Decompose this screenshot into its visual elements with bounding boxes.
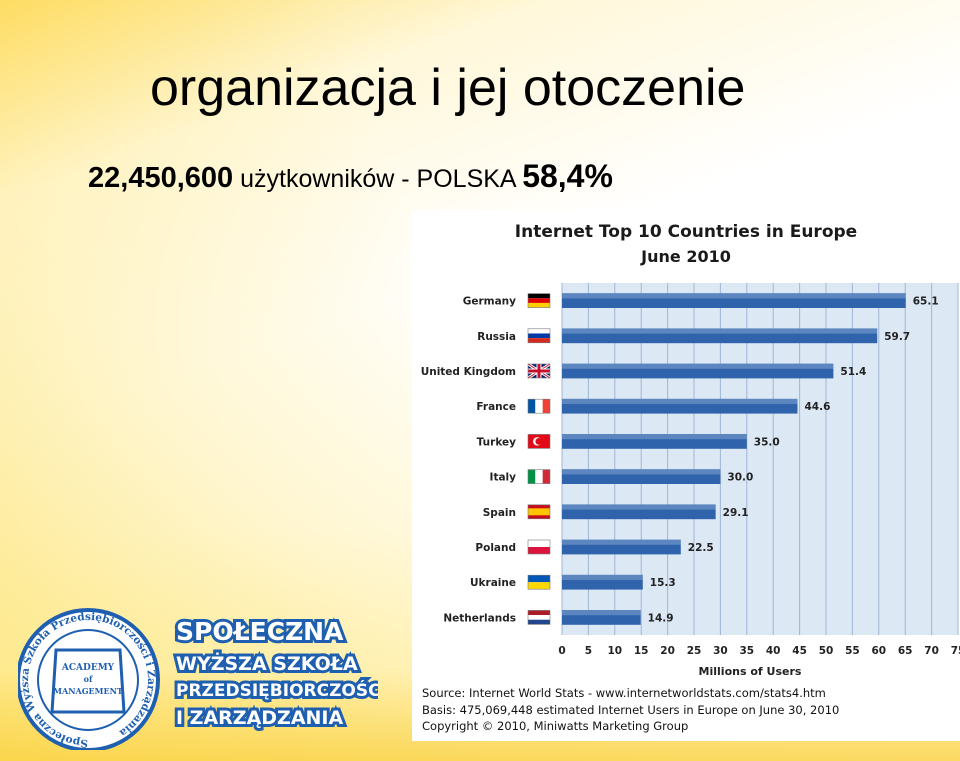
flag-ukraine-icon (527, 574, 551, 590)
flag-spain-icon (527, 504, 551, 520)
x-tick-label: 0 (558, 645, 565, 657)
category-label: Poland (475, 542, 516, 554)
bar (562, 610, 641, 625)
flag-netherlands-icon (527, 610, 551, 625)
x-tick-label: 5 (585, 645, 592, 657)
source-line-1: Source: Internet World Stats - www.inter… (422, 686, 826, 700)
data-label: 65.1 (913, 296, 939, 308)
flag-france-icon (527, 398, 551, 414)
bar-highlight (562, 504, 716, 510)
data-label: 59.7 (884, 331, 910, 343)
x-tick-label: 30 (713, 645, 728, 657)
x-tick-label: 75 (951, 645, 960, 657)
source-line-3: Copyright © 2010, Miniwatts Marketing Gr… (422, 719, 689, 733)
bar-highlight (562, 610, 641, 616)
data-label: 14.9 (648, 612, 674, 624)
category-label: Germany (463, 296, 516, 308)
svg-text:of: of (84, 674, 93, 684)
category-label: Turkey (477, 436, 516, 448)
chart-title: Internet Top 10 Countries in Europe (514, 222, 858, 242)
category-label: Netherlands (443, 612, 516, 624)
x-tick-label: 20 (660, 645, 675, 657)
data-label: 30.0 (727, 472, 753, 484)
data-label: 44.6 (804, 401, 830, 413)
svg-text:PRZEDSIĘBIORCZOŚCI: PRZEDSIĘBIORCZOŚCI (176, 679, 378, 701)
svg-text:I ZARZĄDZANIA: I ZARZĄDZANIA (176, 707, 344, 729)
x-tick-label: 65 (898, 645, 913, 657)
bar-highlight (562, 539, 681, 545)
category-label: France (476, 401, 516, 413)
svg-text:MANAGEMENT: MANAGEMENT (53, 686, 123, 696)
bar-highlight (562, 398, 798, 404)
bar (562, 539, 681, 555)
bar (562, 398, 798, 414)
school-logo: Społeczna Wyższa Szkoła Przedsiębiorczoś… (16, 600, 390, 752)
x-tick-label: 10 (607, 645, 622, 657)
penetration-percent: 58,4% (522, 158, 613, 194)
bar (562, 504, 716, 520)
bar-highlight (562, 328, 878, 334)
category-label: Russia (477, 331, 516, 343)
x-tick-label: 55 (845, 645, 860, 657)
bar (562, 328, 878, 344)
slide-subtitle: 22,450,600 użytkowników - POLSKA 58,4% (88, 158, 613, 195)
bar-highlight (562, 363, 834, 369)
bar-highlight (562, 293, 906, 299)
flag-uk-icon (527, 362, 551, 380)
bar-chart: 0 5 10 15 20 25 30 35 40 45 50 55 60 65 70 75 Millions o… (421, 283, 960, 678)
bar (562, 293, 906, 308)
x-tick-label: 60 (871, 645, 886, 657)
slide-title: organizacja i jej otoczenie (150, 59, 746, 117)
flag-russia-icon (527, 328, 551, 344)
data-label: 29.1 (723, 507, 749, 519)
x-tick-label: 50 (819, 645, 834, 657)
svg-text:WYŻSZA SZKOŁA: WYŻSZA SZKOŁA (176, 651, 358, 675)
data-label: 51.4 (840, 366, 866, 378)
bar (562, 434, 747, 449)
category-label: Ukraine (470, 577, 516, 589)
x-tick-label: 15 (634, 645, 649, 657)
subtitle-text: użytkowników - POLSKA (240, 165, 516, 193)
flag-germany-icon (527, 293, 551, 308)
bar (562, 363, 834, 379)
x-axis-label: Millions of Users (699, 665, 802, 678)
chart-panel: Internet Top 10 Countries in Europe June… (412, 210, 960, 741)
source-line-2: Basis: 475,069,448 estimated Internet Us… (422, 703, 840, 717)
flag-turkey-icon (527, 434, 551, 449)
x-tick-label: 35 (739, 645, 754, 657)
data-label: 35.0 (754, 436, 780, 448)
flag-poland-icon (527, 539, 551, 555)
bar-highlight (562, 574, 643, 580)
bar (562, 574, 643, 590)
user-count: 22,450,600 (88, 162, 234, 194)
school-wordmark: SPOŁECZNA WYŻSZA SZKOŁA PRZEDSIĘBIORCZOŚ… (173, 614, 390, 732)
x-tick-label: 45 (792, 645, 807, 657)
x-tick-label: 40 (766, 645, 781, 657)
svg-text:ACADEMY: ACADEMY (61, 663, 115, 673)
bar-highlight (562, 434, 747, 440)
category-label: Italy (490, 472, 517, 484)
flag-italy-icon (527, 469, 551, 484)
category-label: Spain (483, 507, 516, 519)
x-tick-label: 70 (924, 645, 939, 657)
svg-text:SPOŁECZNA: SPOŁECZNA (176, 617, 344, 646)
data-label: 15.3 (650, 577, 676, 589)
bar (562, 469, 721, 484)
seal-icon: Społeczna Wyższa Szkoła Przedsiębiorczoś… (16, 608, 160, 752)
category-label: United Kingdom (421, 366, 516, 378)
data-label: 22.5 (688, 542, 714, 554)
chart-subtitle: June 2010 (641, 247, 731, 266)
logo-svg: Społeczna Wyższa Szkoła Przedsiębiorczoś… (16, 608, 390, 752)
bar-highlight (562, 469, 721, 475)
x-tick-label: 25 (687, 645, 702, 657)
